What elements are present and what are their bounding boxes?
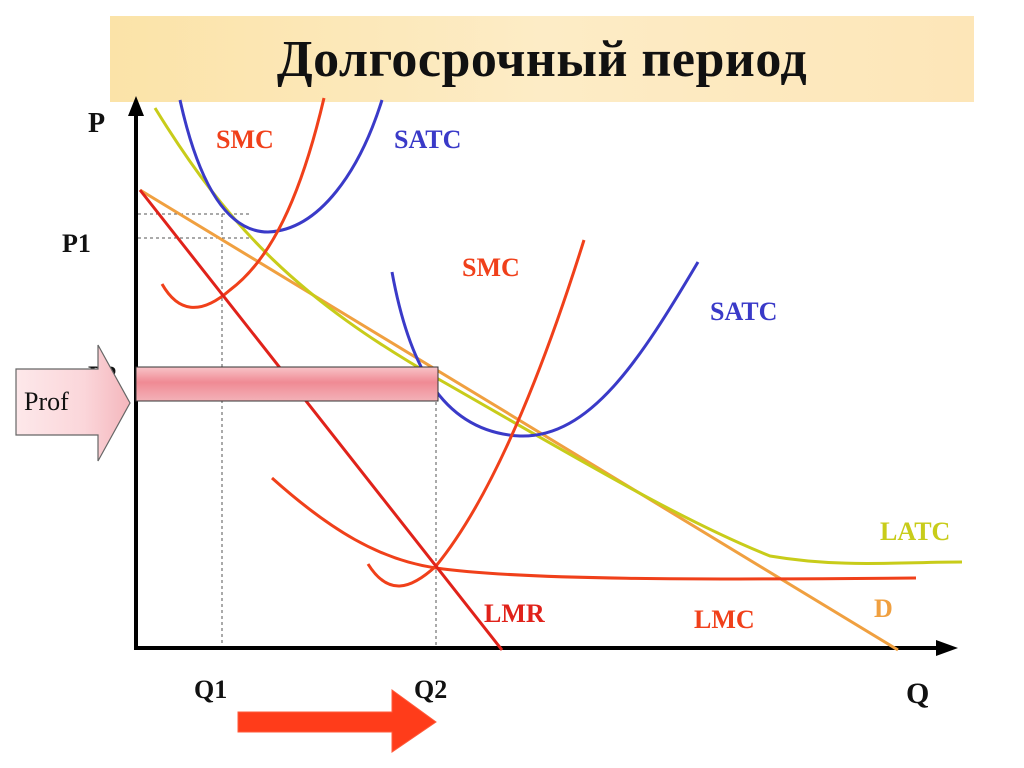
profit-callout-label: Prof <box>24 387 69 416</box>
demand-label: D <box>874 594 893 623</box>
profit-rectangle <box>135 366 439 402</box>
lmc-label: LMC <box>694 605 755 634</box>
smc-label-1: SMC <box>216 125 274 154</box>
satc-label-2: SATC <box>710 297 777 326</box>
profit-callout-arrow <box>15 344 131 462</box>
satc-curve-2 <box>390 261 700 438</box>
latc-label: LATC <box>880 517 950 546</box>
lmr-label: LMR <box>484 599 545 628</box>
x-axis-arrowhead <box>936 640 958 656</box>
satc-label-1: SATC <box>394 125 461 154</box>
x-axis-label: Q <box>906 677 929 710</box>
q2-label: Q2 <box>414 675 447 704</box>
smc-curve-1 <box>160 97 326 309</box>
shift-arrow <box>237 689 437 753</box>
guide-lines <box>138 213 437 648</box>
smc-curve-2 <box>366 239 586 588</box>
lmr-curve <box>138 189 504 651</box>
p1-label: P1 <box>62 229 91 258</box>
latc-curve <box>153 107 963 565</box>
title-band: Долгосрочный период <box>110 16 974 102</box>
q1-label: Q1 <box>194 675 227 704</box>
slide-title: Долгосрочный период <box>276 30 808 88</box>
y-axis-label: P <box>88 108 105 139</box>
y-axis-arrowhead <box>128 96 144 116</box>
smc-label-2: SMC <box>462 253 520 282</box>
satc-curve-1 <box>178 99 384 234</box>
lmc-curve <box>270 476 917 581</box>
